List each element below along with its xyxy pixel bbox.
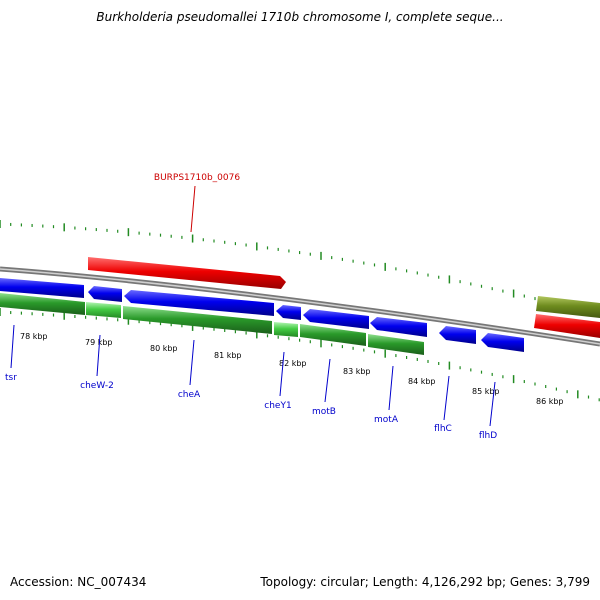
gene-chew-2-arrow[interactable]: [88, 286, 122, 302]
gene-tsr-arrow[interactable]: [0, 278, 84, 298]
burps1710b-0076-feature[interactable]: [88, 257, 286, 289]
ticks-lower: [0, 308, 600, 402]
kbp-label: 80 kbp: [150, 344, 178, 353]
burps1710b-0076-label[interactable]: BURPS1710b_0076: [154, 173, 240, 183]
gene-label-flhd[interactable]: flhD: [479, 431, 497, 441]
kbp-label: 78 kbp: [20, 332, 48, 341]
gene-flhd-arrow[interactable]: [481, 333, 524, 352]
topology-summary: Topology: circular; Length: 4,126,292 bp…: [260, 575, 590, 589]
kbp-label: 84 kbp: [408, 377, 436, 386]
accession-text: Accession: NC_007434: [10, 575, 147, 589]
kbp-label: 82 kbp: [279, 359, 307, 368]
map-title: Burkholderia pseudomallei 1710b chromoso…: [96, 10, 504, 24]
burps1710b-0076-leader: [190, 185, 196, 233]
gene-flhc-arrow[interactable]: [439, 326, 476, 344]
gene-mota-arrow[interactable]: [370, 317, 427, 337]
kbp-label: 79 kbp: [85, 338, 113, 347]
kbp-label: 85 kbp: [472, 387, 500, 396]
kbp-label: 81 kbp: [214, 351, 242, 360]
kbp-label: 86 kbp: [536, 397, 564, 406]
gene-label-tsr[interactable]: tsr: [5, 373, 17, 383]
gene-label-chea[interactable]: cheA: [178, 390, 201, 400]
gene-motb-arrow[interactable]: [303, 309, 369, 329]
cds-segment-1[interactable]: [0, 293, 85, 315]
gene-label-motb[interactable]: motB: [312, 407, 336, 417]
gene-label-chey1[interactable]: cheY1: [264, 401, 291, 411]
cds-segment-3[interactable]: [123, 306, 272, 334]
cds-segment-2[interactable]: [86, 302, 121, 318]
gene-chea-arrow[interactable]: [124, 290, 274, 316]
cds-segment-6[interactable]: [368, 334, 424, 355]
gene-label-flhc[interactable]: flhC: [434, 424, 452, 434]
right-red-feature[interactable]: [534, 314, 600, 338]
cds-segment-5[interactable]: [300, 324, 366, 346]
right-olive-feature[interactable]: [536, 296, 600, 318]
gene-chey1-arrow[interactable]: [276, 305, 301, 320]
ticks-upper: [0, 220, 600, 317]
cds-segment-4[interactable]: [274, 322, 298, 337]
gene-leaders: [10, 324, 496, 427]
gene-label-mota[interactable]: motA: [374, 415, 399, 425]
kbp-scale: 78 kbp 79 kbp 80 kbp 81 kbp 82 kbp 83 kb…: [20, 332, 564, 406]
gene-label-chew-2[interactable]: cheW-2: [80, 381, 114, 391]
kbp-label: 83 kbp: [343, 367, 371, 376]
